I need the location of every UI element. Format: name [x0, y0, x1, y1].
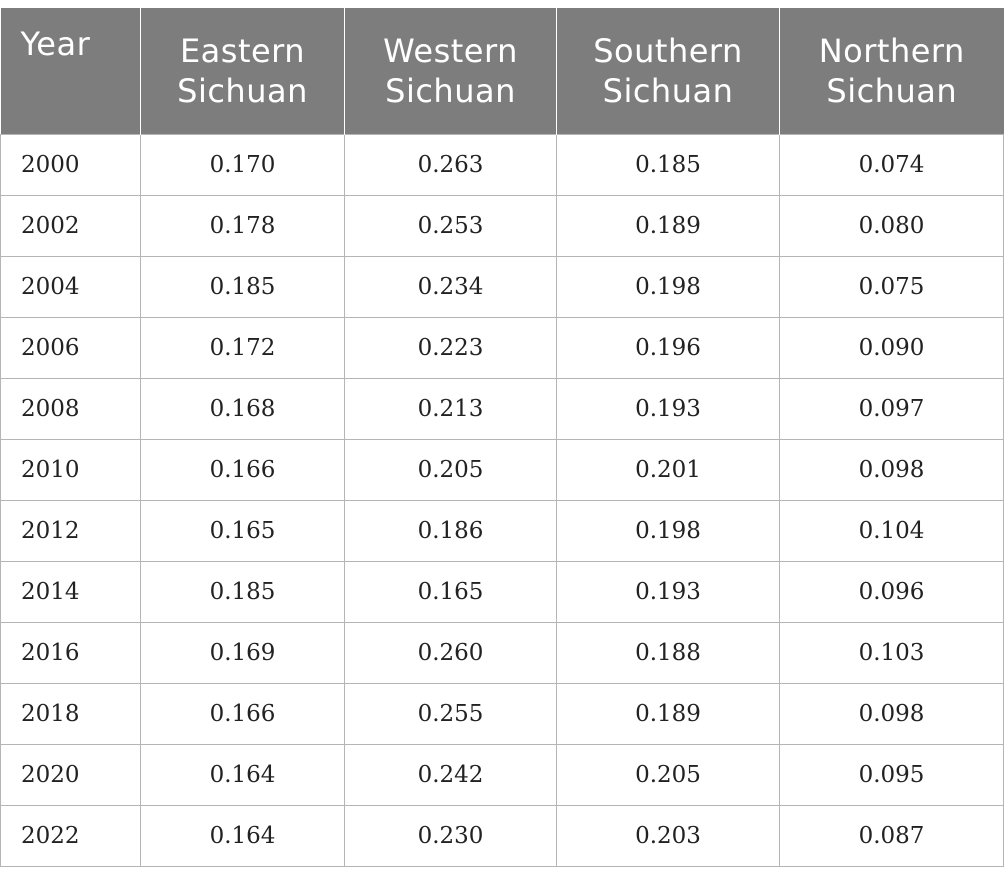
- cell-year: 2004: [0, 256, 141, 318]
- header-eastern-line-1: Eastern: [179, 32, 306, 70]
- cell-eastern-sichuan: 0.178: [140, 195, 345, 257]
- cell-eastern-sichuan: 0.166: [140, 683, 345, 745]
- cell-year: 2016: [0, 622, 141, 684]
- cell-eastern-sichuan: 0.172: [140, 317, 345, 379]
- table-row: 2008 0.168 0.213 0.193 0.097: [0, 378, 1004, 440]
- cell-northern-sichuan: 0.097: [779, 378, 1004, 440]
- cell-southern-sichuan: 0.188: [556, 622, 780, 684]
- header-row: Year Eastern Sichuan Western Sichuan Sou…: [0, 8, 1004, 135]
- cell-eastern-sichuan: 0.185: [140, 561, 345, 623]
- cell-eastern-sichuan: 0.165: [140, 500, 345, 562]
- cell-northern-sichuan: 0.080: [779, 195, 1004, 257]
- header-northern-line-1: Northern: [818, 32, 965, 70]
- header-northern-line-2: Sichuan: [826, 72, 958, 110]
- cell-southern-sichuan: 0.189: [556, 683, 780, 745]
- cell-western-sichuan: 0.253: [344, 195, 557, 257]
- cell-western-sichuan: 0.255: [344, 683, 557, 745]
- data-table: Year Eastern Sichuan Western Sichuan Sou…: [0, 8, 1004, 867]
- header-southern-sichuan: Southern Sichuan: [556, 8, 780, 135]
- table-body: 2000 0.170 0.263 0.185 0.074 2002 0.178 0.253 0.…: [0, 134, 1004, 867]
- header-eastern-sichuan: Eastern Sichuan: [140, 8, 345, 135]
- cell-northern-sichuan: 0.074: [779, 134, 1004, 196]
- cell-eastern-sichuan: 0.164: [140, 805, 345, 867]
- table-row: 2004 0.185 0.234 0.198 0.075: [0, 256, 1004, 318]
- cell-southern-sichuan: 0.189: [556, 195, 780, 257]
- cell-western-sichuan: 0.165: [344, 561, 557, 623]
- data-table-container: Year Eastern Sichuan Western Sichuan Sou…: [0, 8, 1004, 867]
- cell-southern-sichuan: 0.185: [556, 134, 780, 196]
- cell-northern-sichuan: 0.098: [779, 683, 1004, 745]
- cell-northern-sichuan: 0.103: [779, 622, 1004, 684]
- cell-year: 2022: [0, 805, 141, 867]
- cell-northern-sichuan: 0.098: [779, 439, 1004, 501]
- header-western-line-1: Western: [383, 32, 518, 70]
- cell-year: 2006: [0, 317, 141, 379]
- cell-year: 2020: [0, 744, 141, 806]
- cell-southern-sichuan: 0.205: [556, 744, 780, 806]
- cell-southern-sichuan: 0.201: [556, 439, 780, 501]
- cell-southern-sichuan: 0.198: [556, 256, 780, 318]
- cell-southern-sichuan: 0.193: [556, 378, 780, 440]
- header-western-line-2: Sichuan: [385, 72, 516, 110]
- cell-southern-sichuan: 0.193: [556, 561, 780, 623]
- table-header: Year Eastern Sichuan Western Sichuan Sou…: [0, 8, 1004, 135]
- header-year: Year: [0, 8, 141, 135]
- cell-eastern-sichuan: 0.164: [140, 744, 345, 806]
- cell-year: 2014: [0, 561, 141, 623]
- cell-eastern-sichuan: 0.169: [140, 622, 345, 684]
- header-western-sichuan: Western Sichuan: [344, 8, 557, 135]
- cell-year: 2002: [0, 195, 141, 257]
- cell-western-sichuan: 0.223: [344, 317, 557, 379]
- cell-southern-sichuan: 0.196: [556, 317, 780, 379]
- header-southern-line-1: Southern: [593, 32, 743, 70]
- table-row: 2016 0.169 0.260 0.188 0.103: [0, 622, 1004, 684]
- cell-northern-sichuan: 0.095: [779, 744, 1004, 806]
- cell-western-sichuan: 0.213: [344, 378, 557, 440]
- cell-western-sichuan: 0.234: [344, 256, 557, 318]
- cell-southern-sichuan: 0.203: [556, 805, 780, 867]
- cell-year: 2010: [0, 439, 141, 501]
- cell-northern-sichuan: 0.090: [779, 317, 1004, 379]
- cell-eastern-sichuan: 0.166: [140, 439, 345, 501]
- header-eastern-line-2: Sichuan: [177, 72, 308, 110]
- cell-western-sichuan: 0.263: [344, 134, 557, 196]
- table-row: 2002 0.178 0.253 0.189 0.080: [0, 195, 1004, 257]
- cell-southern-sichuan: 0.198: [556, 500, 780, 562]
- table-row: 2012 0.165 0.186 0.198 0.104: [0, 500, 1004, 562]
- header-southern-line-2: Sichuan: [602, 72, 734, 110]
- table-row: 2014 0.185 0.165 0.193 0.096: [0, 561, 1004, 623]
- cell-northern-sichuan: 0.075: [779, 256, 1004, 318]
- cell-year: 2018: [0, 683, 141, 745]
- table-row: 2006 0.172 0.223 0.196 0.090: [0, 317, 1004, 379]
- cell-western-sichuan: 0.205: [344, 439, 557, 501]
- header-northern-sichuan: Northern Sichuan: [779, 8, 1004, 135]
- cell-year: 2000: [0, 134, 141, 196]
- table-row: 2020 0.164 0.242 0.205 0.095: [0, 744, 1004, 806]
- header-year-line-1: Year: [20, 25, 91, 63]
- cell-northern-sichuan: 0.087: [779, 805, 1004, 867]
- cell-year: 2008: [0, 378, 141, 440]
- cell-western-sichuan: 0.260: [344, 622, 557, 684]
- cell-western-sichuan: 0.242: [344, 744, 557, 806]
- cell-western-sichuan: 0.230: [344, 805, 557, 867]
- cell-eastern-sichuan: 0.168: [140, 378, 345, 440]
- cell-eastern-sichuan: 0.185: [140, 256, 345, 318]
- table-row: 2000 0.170 0.263 0.185 0.074: [0, 134, 1004, 196]
- cell-northern-sichuan: 0.104: [779, 500, 1004, 562]
- table-row: 2018 0.166 0.255 0.189 0.098: [0, 683, 1004, 745]
- table-row: 2010 0.166 0.205 0.201 0.098: [0, 439, 1004, 501]
- cell-year: 2012: [0, 500, 141, 562]
- cell-eastern-sichuan: 0.170: [140, 134, 345, 196]
- cell-western-sichuan: 0.186: [344, 500, 557, 562]
- table-row: 2022 0.164 0.230 0.203 0.087: [0, 805, 1004, 867]
- cell-northern-sichuan: 0.096: [779, 561, 1004, 623]
